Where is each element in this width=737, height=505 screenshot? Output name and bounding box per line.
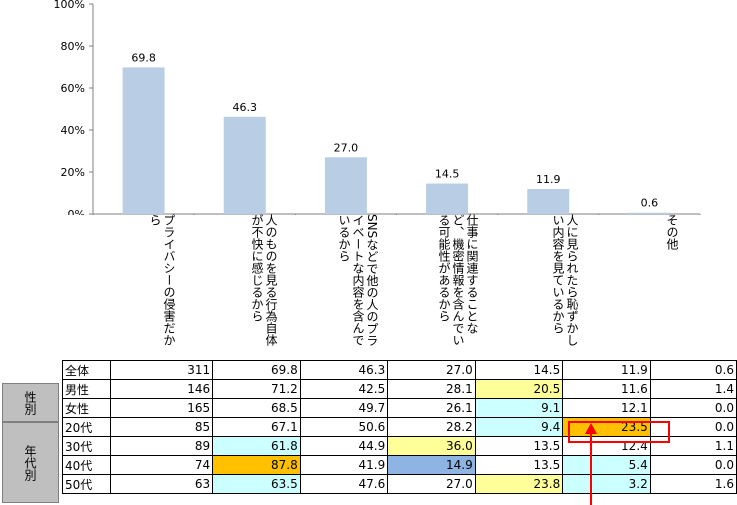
value-cell: 67.1: [212, 417, 301, 437]
value-cell: 63.5: [212, 474, 301, 494]
data-label: 14.5: [435, 168, 460, 181]
row-label: 50代: [62, 474, 111, 494]
value-cell: 5.4: [562, 455, 651, 475]
value-cell: 28.1: [387, 379, 476, 399]
row-label: 全体: [62, 360, 111, 380]
value-cell: 69.8: [212, 360, 301, 380]
value-cell: 26.1: [387, 398, 476, 418]
value-cell: 9.4: [474, 417, 564, 437]
value-cell: 27.0: [387, 474, 476, 494]
value-cell: 47.6: [299, 474, 389, 494]
bar: [628, 212, 671, 214]
bar: [223, 116, 266, 214]
value-cell: 11.9: [562, 360, 651, 380]
row-label: 30代: [62, 436, 111, 456]
y-tick-label: 80%: [61, 40, 85, 53]
value-cell: 20.5: [474, 379, 564, 399]
value-cell: 11.6: [562, 379, 651, 399]
value-cell: 41.9: [299, 455, 389, 475]
value-cell: 42.5: [299, 379, 389, 399]
category-label-confidential: 仕事に関連することなど、機密情報を含んでいる可能性があるから: [437, 214, 479, 346]
value-cell: 68.5: [212, 398, 301, 418]
y-tick-label: 0%: [68, 208, 85, 215]
data-label: 27.0: [334, 141, 359, 154]
table-row: 30代 89 61.8 44.9 36.0 13.5 12.4 1.1: [62, 436, 737, 456]
sample-size-cell: 146: [109, 379, 214, 399]
group-label-age: 年代別: [2, 422, 59, 503]
value-cell: 49.7: [299, 398, 389, 418]
bar: [122, 67, 165, 214]
row-label: 20代: [62, 417, 111, 437]
data-label: 69.8: [131, 51, 156, 64]
y-tick-label: 60%: [61, 82, 85, 95]
value-cell: 1.6: [649, 474, 737, 494]
value-cell: 1.4: [649, 379, 737, 399]
value-cell: 87.8: [212, 455, 301, 475]
sample-size-cell: 311: [109, 360, 214, 380]
y-tick-label: 100%: [54, 0, 85, 11]
value-cell: 46.3: [299, 360, 389, 380]
sample-size-cell: 63: [109, 474, 214, 494]
row-label: 男性: [62, 379, 111, 399]
row-label: 女性: [62, 398, 111, 418]
data-table: 全体 311 69.8 46.3 27.0 14.5 11.9 0.6 男性 146 71.2 42.…: [62, 360, 737, 494]
value-cell: 27.0: [387, 360, 476, 380]
value-cell: 12.1: [562, 398, 651, 418]
bar: [324, 157, 367, 214]
category-label-privacy: プライバシーの侵害だから: [148, 214, 176, 346]
sample-size-cell: 89: [109, 436, 214, 456]
table-row: 40代 74 87.8 41.9 14.9 13.5 5.4 0.0: [62, 455, 737, 475]
value-cell: 23.8: [474, 474, 564, 494]
sample-size-cell: 165: [109, 398, 214, 418]
value-cell: 14.9: [387, 455, 476, 475]
value-cell: 3.2: [562, 474, 651, 494]
row-label: 40代: [62, 455, 111, 475]
value-cell: 0.0: [649, 455, 737, 475]
data-label: 11.9: [536, 173, 561, 186]
sample-size-cell: 74: [109, 455, 214, 475]
sample-size-cell: 85: [109, 417, 214, 437]
bar-chart: 0% 20% 40% 60% 80% 100% 69.8 46.3 27.0 14.5 11.9 0.…: [54, 0, 701, 215]
value-cell: 14.5: [474, 360, 564, 380]
bar: [527, 189, 570, 214]
value-cell: 0.0: [649, 417, 737, 437]
value-cell: 0.6: [649, 360, 737, 380]
value-cell: 13.5: [474, 455, 564, 475]
category-label-sns: SNSなどで他の人のプライベートな内容を含んでいるから: [337, 214, 379, 347]
value-cell: 50.6: [299, 417, 389, 437]
value-cell: 28.2: [387, 417, 476, 437]
table-row: 女性 165 68.5 49.7 26.1 9.1 12.1 0.0: [62, 398, 737, 418]
category-label-other: その他: [665, 214, 679, 250]
y-tick-label: 40%: [61, 124, 85, 137]
value-cell: 36.0: [387, 436, 476, 456]
value-cell: 13.5: [474, 436, 564, 456]
group-label-gender: 性別: [2, 383, 59, 422]
table-row: 50代 63 63.5 47.6 27.0 23.8 3.2 1.6: [62, 474, 737, 494]
value-cell: 1.1: [649, 436, 737, 456]
category-label-discomfort: 人のものを見る行為自体が不快に感じるから: [250, 214, 278, 346]
table-row: 男性 146 71.2 42.5 28.1 20.5 11.6 1.4: [62, 379, 737, 399]
table-row: 20代 85 67.1 50.6 28.2 9.4 23.5 0.0: [62, 417, 737, 437]
data-label: 0.6: [641, 197, 659, 210]
bar: [426, 183, 469, 214]
value-cell: 12.4: [562, 436, 651, 456]
value-cell: 0.0: [649, 398, 737, 418]
value-cell: 9.1: [474, 398, 564, 418]
value-cell: 71.2: [212, 379, 301, 399]
value-cell: 44.9: [299, 436, 389, 456]
category-label-embarrassing: 人に見られたら恥ずかしい内容を見ているから: [551, 214, 579, 346]
value-cell: 61.8: [212, 436, 301, 456]
value-cell: 23.5: [562, 417, 651, 437]
y-tick-label: 20%: [61, 166, 85, 179]
table-row: 全体 311 69.8 46.3 27.0 14.5 11.9 0.6: [62, 360, 737, 380]
data-label: 46.3: [233, 101, 258, 114]
